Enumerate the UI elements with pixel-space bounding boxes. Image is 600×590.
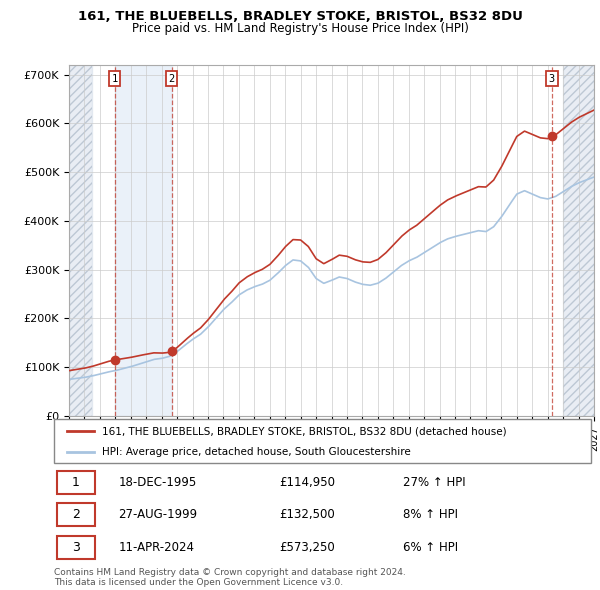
Text: 161, THE BLUEBELLS, BRADLEY STOKE, BRISTOL, BS32 8DU: 161, THE BLUEBELLS, BRADLEY STOKE, BRIST… xyxy=(77,10,523,23)
Text: 27-AUG-1999: 27-AUG-1999 xyxy=(118,508,197,522)
Bar xyxy=(69,65,92,416)
Text: 1: 1 xyxy=(72,476,80,489)
Text: Price paid vs. HM Land Registry's House Price Index (HPI): Price paid vs. HM Land Registry's House … xyxy=(131,22,469,35)
Text: 2: 2 xyxy=(169,74,175,84)
Text: 3: 3 xyxy=(72,540,80,554)
Text: £132,500: £132,500 xyxy=(280,508,335,522)
Text: 11-APR-2024: 11-APR-2024 xyxy=(118,540,194,554)
Text: 2: 2 xyxy=(72,508,80,522)
Text: 18-DEC-1995: 18-DEC-1995 xyxy=(118,476,197,489)
Text: £573,250: £573,250 xyxy=(280,540,335,554)
Text: 6% ↑ HPI: 6% ↑ HPI xyxy=(403,540,458,554)
Bar xyxy=(115,65,172,416)
Text: £114,950: £114,950 xyxy=(280,476,335,489)
Bar xyxy=(563,65,594,416)
Text: 1: 1 xyxy=(112,74,118,84)
Text: 3: 3 xyxy=(549,74,555,84)
Text: 8% ↑ HPI: 8% ↑ HPI xyxy=(403,508,458,522)
Bar xyxy=(563,65,594,416)
Bar xyxy=(56,471,95,494)
Text: 27% ↑ HPI: 27% ↑ HPI xyxy=(403,476,466,489)
Bar xyxy=(69,65,92,416)
Text: Contains HM Land Registry data © Crown copyright and database right 2024.
This d: Contains HM Land Registry data © Crown c… xyxy=(54,568,406,587)
Bar xyxy=(56,536,95,559)
Text: HPI: Average price, detached house, South Gloucestershire: HPI: Average price, detached house, Sout… xyxy=(103,447,411,457)
Bar xyxy=(56,503,95,526)
Text: 161, THE BLUEBELLS, BRADLEY STOKE, BRISTOL, BS32 8DU (detached house): 161, THE BLUEBELLS, BRADLEY STOKE, BRIST… xyxy=(103,427,507,436)
